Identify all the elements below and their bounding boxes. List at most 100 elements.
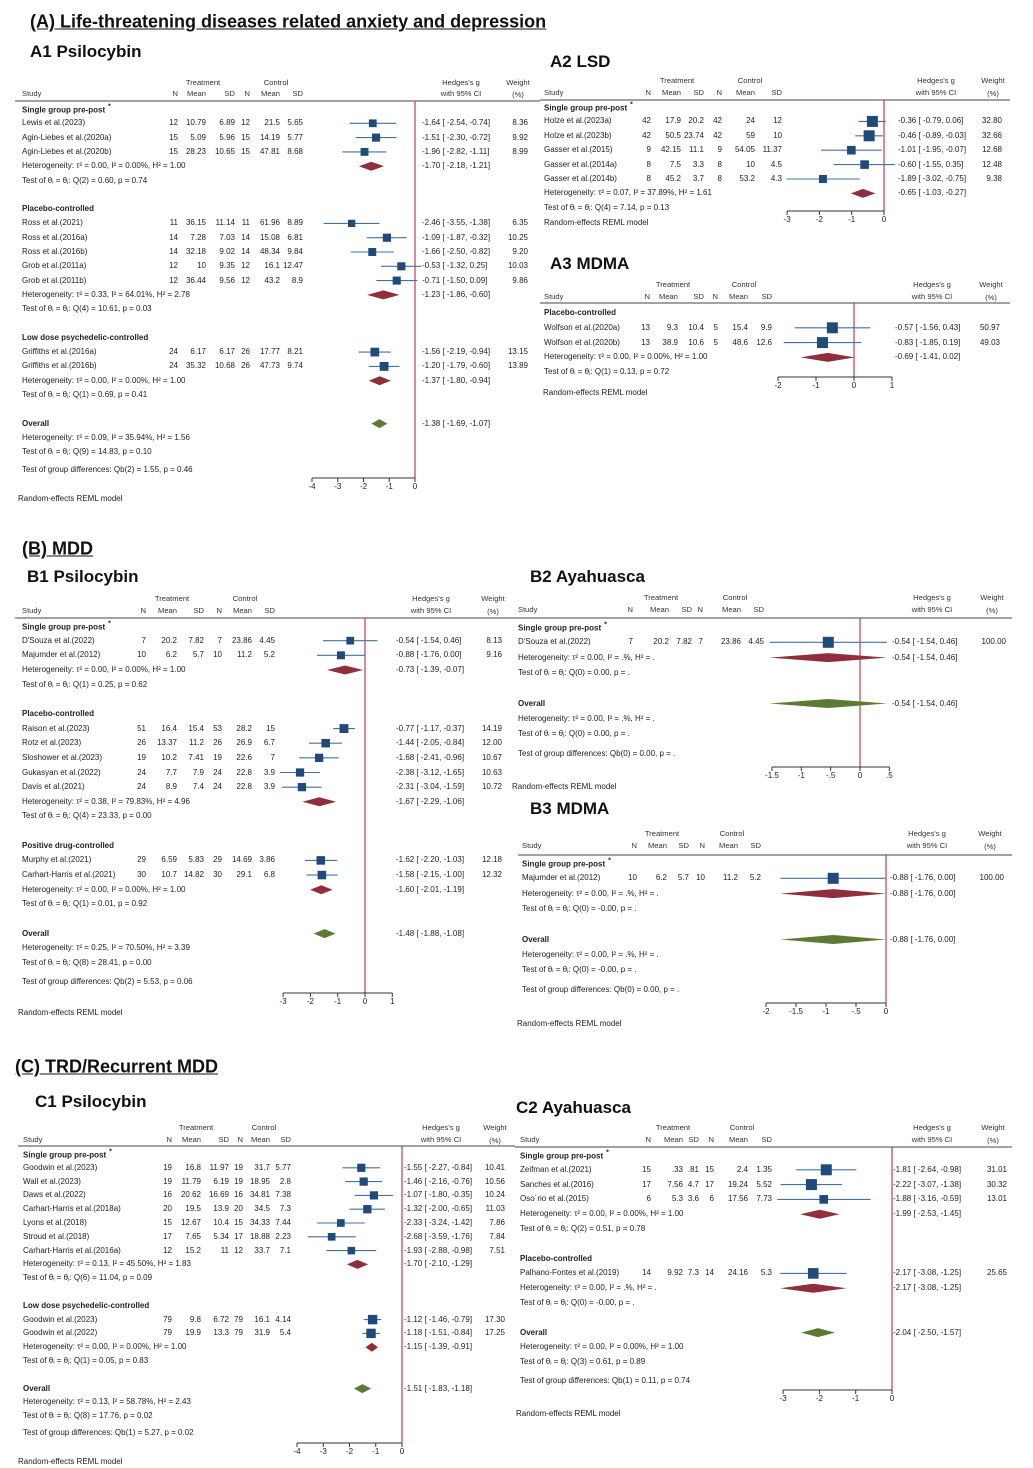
treatment-sd: 7.03 — [219, 232, 235, 242]
control-sd: 5.77 — [287, 132, 303, 142]
header-n: N — [645, 88, 651, 98]
heterogeneity-stats: Heterogeneity: τ² = 0.25, I² = 70.50%, H… — [22, 943, 190, 953]
effect-size-ci: -1.01 [ -1.95, -0.07] — [898, 145, 967, 155]
header-n: N — [244, 89, 250, 99]
subgroup-diamond — [365, 1342, 379, 1352]
model-footnote: Random-effects REML model — [18, 1457, 123, 1466]
effect-size-ci: -2.31 [ -3.04, -1.59] — [396, 782, 465, 792]
treatment-n: 19 — [163, 1162, 172, 1172]
panel-title: B1 Psilocybin — [27, 567, 139, 586]
treatment-mean: 8.9 — [165, 782, 177, 792]
treatment-sd: 7.41 — [188, 752, 204, 762]
group-differences-test: Test of group differences: Qb(2) = 5.53,… — [22, 976, 193, 986]
treatment-n: 9 — [646, 145, 651, 155]
study-effect-marker — [847, 145, 856, 155]
treatment-n: 24 — [137, 782, 146, 792]
subgroup-pooled-ci: -1.60 [ -2.01, -1.19] — [396, 884, 465, 894]
x-axis-tick-label: .5 — [886, 771, 893, 780]
header-mean: Mean — [659, 292, 678, 302]
control-n: 29 — [213, 855, 222, 865]
control-n: 12 — [241, 275, 250, 285]
treatment-sd: 9.35 — [219, 261, 235, 271]
weight-percent: 31.01 — [986, 1164, 1007, 1174]
footnote-star: * — [109, 1148, 112, 1156]
weight-percent: 11.03 — [485, 1204, 505, 1214]
homogeneity-test: Test of θᵢ = θⱼ: Q(2) = 0.60, p = 0.74 — [22, 175, 148, 185]
study-name: Agin-Liebes et al.(2020a) — [22, 132, 112, 142]
effect-size-ci: -1.88 [ -3.16, -0.59] — [893, 1194, 962, 1204]
header-weight-unit: (%) — [985, 293, 997, 303]
control-sd: 4.5 — [770, 159, 782, 169]
control-sd: 5.4 — [279, 1328, 291, 1338]
control-sd: 6.81 — [287, 232, 303, 242]
subgroup-label: Single group pre-post — [22, 105, 106, 115]
control-n: 19 — [234, 1162, 243, 1172]
header-n: N — [644, 292, 650, 302]
effect-size-ci: -2.33 [ -3.24, -1.42] — [404, 1218, 473, 1227]
control-sd: 2.8 — [279, 1176, 291, 1186]
treatment-mean: 5.3 — [671, 1194, 683, 1204]
control-mean: 14.69 — [231, 855, 252, 865]
treatment-n: 12 — [169, 118, 178, 128]
control-n: 26 — [241, 347, 250, 357]
control-sd: 3.9 — [263, 767, 275, 777]
panel-title: B3 MDMA — [530, 799, 610, 818]
control-sd: 11.37 — [762, 145, 782, 155]
effect-size-ci: -1.81 [ -2.64, -0.98] — [893, 1164, 962, 1174]
study-effect-marker — [366, 1328, 376, 1339]
header-n: N — [627, 605, 633, 615]
effect-size-ci: -1.07 [ -1.80, -0.35] — [404, 1190, 473, 1200]
header-ci: with 95% CI — [911, 292, 953, 302]
treatment-sd: 11 — [220, 1245, 229, 1255]
header-hedges-g: Hedges's g — [913, 593, 951, 603]
control-n: 11 — [241, 218, 250, 228]
treatment-mean: 42.15 — [660, 145, 681, 155]
subgroup-diamond — [368, 376, 391, 386]
control-n: 12 — [241, 118, 250, 128]
weight-percent: 9.20 — [512, 247, 528, 256]
header-study: Study — [22, 89, 42, 99]
study-name: D'Souza et al.(2022) — [22, 635, 95, 645]
header-hedges-g: Hedges's g — [412, 594, 450, 604]
heterogeneity-stats: Heterogeneity: τ² = 0.00, I² = .%, H² = … — [522, 949, 659, 959]
x-axis-tick-label: 0 — [362, 997, 368, 1006]
study-effect-marker — [347, 1246, 356, 1255]
control-mean: 16.1 — [264, 261, 280, 271]
homogeneity-test: Test of θᵢ = θⱼ: Q(3) = 0.61, p = 0.89 — [520, 1357, 646, 1367]
control-sd: 7.44 — [275, 1218, 291, 1227]
subgroup-heading: Single group pre-post * — [22, 621, 111, 632]
treatment-n: 24 — [169, 361, 178, 371]
x-axis-tick-label: -1.5 — [765, 771, 779, 780]
study-effect-marker — [368, 248, 377, 256]
treatment-sd: 10.4 — [688, 322, 704, 332]
header-weight: Weight — [506, 78, 530, 88]
study-effect-marker — [397, 262, 406, 271]
x-axis-tick-label: -2 — [762, 1007, 770, 1016]
weight-percent: 13.89 — [507, 361, 528, 371]
control-mean: 28.2 — [236, 723, 252, 733]
treatment-n: 8 — [646, 159, 651, 169]
header-n: N — [140, 606, 146, 616]
study-effect-marker — [392, 276, 401, 285]
control-mean: 61.96 — [259, 218, 280, 228]
control-mean: 17.77 — [259, 347, 280, 357]
header-ci: with 95% CI — [440, 89, 482, 99]
header-sd: SD — [264, 606, 275, 616]
header-mean: Mean — [251, 1135, 270, 1145]
control-mean: 34.33 — [249, 1218, 270, 1227]
treatment-n: 17 — [163, 1231, 172, 1241]
panel-title: A1 Psilocybin — [30, 42, 142, 61]
weight-percent: 8.13 — [486, 635, 502, 645]
homogeneity-test: Test of θᵢ = θⱼ: Q(4) = 10.61, p = 0.03 — [22, 304, 152, 314]
heterogeneity-stats: Heterogeneity: τ² = 0.00, I² = .%, H² = … — [520, 1283, 657, 1293]
weight-percent: 10.41 — [484, 1162, 505, 1172]
study-name: Agin-Liebes et al.(2020b) — [22, 146, 112, 156]
study-effect-marker — [372, 133, 381, 142]
control-mean: 22.6 — [236, 752, 252, 762]
treatment-n: 20 — [163, 1204, 172, 1214]
header-control: Control — [722, 593, 748, 603]
control-n: 5 — [713, 337, 718, 347]
subgroup-label: Placebo-controlled — [22, 204, 95, 214]
overall-pooled-ci: -0.88 [ -1.76, 0.00] — [890, 934, 956, 944]
footnote-star: * — [608, 857, 611, 865]
